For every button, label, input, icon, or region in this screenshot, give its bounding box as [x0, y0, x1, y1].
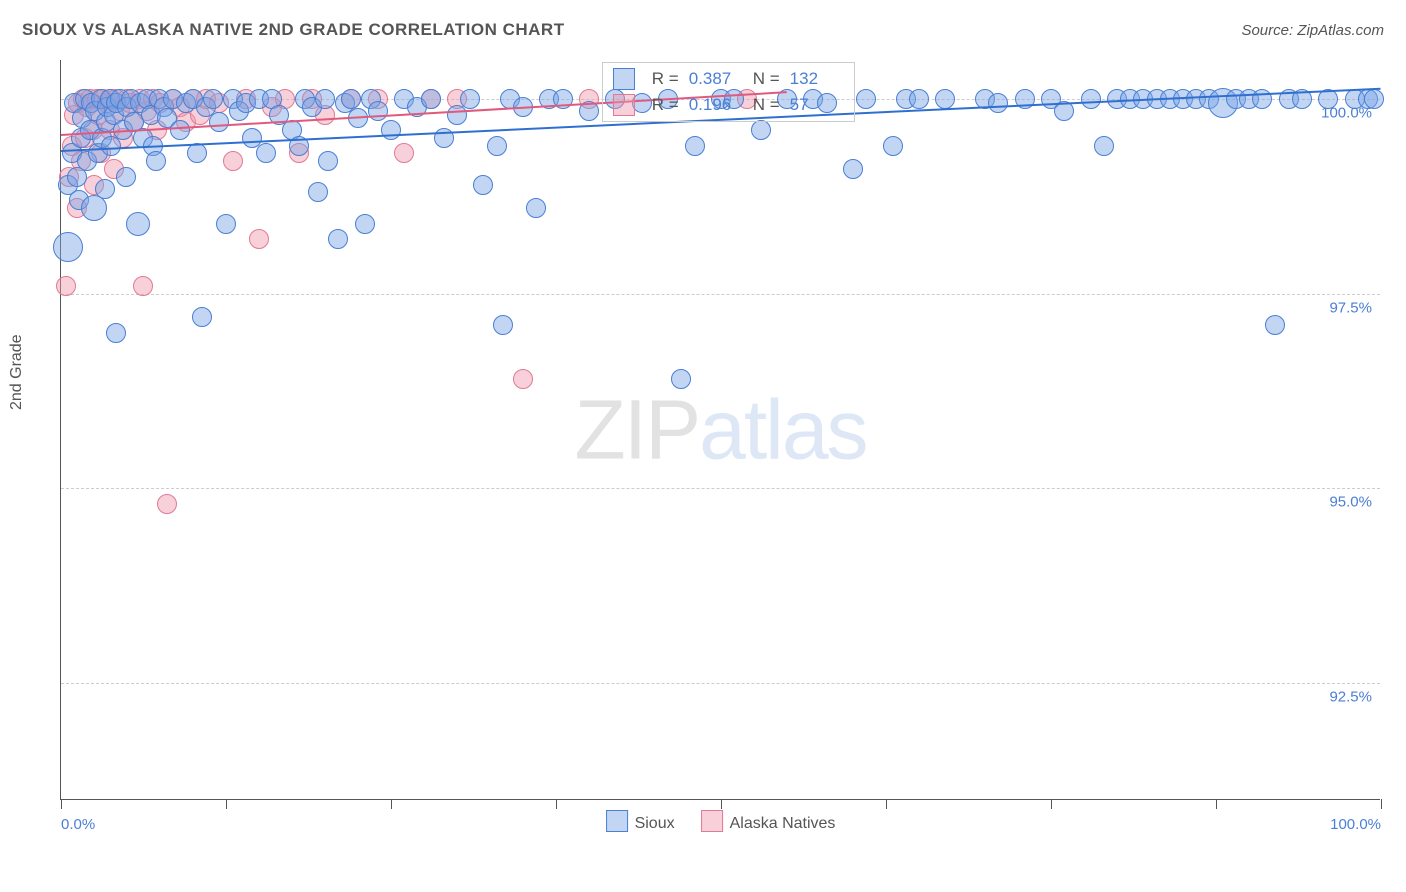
- scatter-point: [671, 369, 691, 389]
- plot-area: ZIPatlas 92.5%95.0%97.5%100.0%0.0%100.0%…: [60, 60, 1380, 800]
- gridline: [61, 683, 1380, 684]
- stats-row: R = 0.387 N = 132: [613, 66, 844, 92]
- xtick: [226, 799, 227, 809]
- watermark: ZIPatlas: [574, 381, 866, 478]
- scatter-point: [935, 89, 955, 109]
- scatter-point: [192, 307, 212, 327]
- scatter-point: [249, 229, 269, 249]
- scatter-point: [1081, 89, 1101, 109]
- scatter-point: [216, 214, 236, 234]
- scatter-point: [513, 369, 533, 389]
- scatter-point: [526, 198, 546, 218]
- stats-swatch: [613, 68, 635, 90]
- legend-swatch: [606, 810, 628, 832]
- scatter-point: [146, 151, 166, 171]
- stats-label: R =: [652, 69, 679, 89]
- scatter-point: [1094, 136, 1114, 156]
- scatter-point: [95, 179, 115, 199]
- scatter-point: [856, 89, 876, 109]
- legend-item: Sioux: [606, 810, 675, 833]
- stats-label: R =: [652, 95, 679, 115]
- scatter-point: [56, 276, 76, 296]
- legend-swatch: [701, 810, 723, 832]
- xtick: [391, 799, 392, 809]
- scatter-point: [328, 229, 348, 249]
- stats-value: 132: [790, 69, 844, 89]
- scatter-point: [447, 105, 467, 125]
- xtick: [1216, 799, 1217, 809]
- scatter-point: [318, 151, 338, 171]
- scatter-point: [473, 175, 493, 195]
- watermark-atlas: atlas: [699, 382, 866, 476]
- scatter-point: [170, 120, 190, 140]
- scatter-point: [460, 89, 480, 109]
- scatter-point: [493, 315, 513, 335]
- ytick-label: 95.0%: [1329, 494, 1372, 511]
- stats-label: N =: [753, 69, 780, 89]
- scatter-point: [187, 143, 207, 163]
- scatter-point: [988, 93, 1008, 113]
- gridline: [61, 294, 1380, 295]
- scatter-point: [223, 151, 243, 171]
- scatter-point: [106, 323, 126, 343]
- xtick: [1051, 799, 1052, 809]
- y-axis-label: 2nd Grade: [8, 334, 26, 410]
- scatter-point: [1364, 89, 1384, 109]
- ytick-label: 97.5%: [1329, 299, 1372, 316]
- stats-swatch: [613, 94, 635, 116]
- scatter-point: [133, 276, 153, 296]
- scatter-point: [909, 89, 929, 109]
- scatter-point: [487, 136, 507, 156]
- scatter-point: [116, 167, 136, 187]
- chart-title: SIOUX VS ALASKA NATIVE 2ND GRADE CORRELA…: [22, 20, 565, 40]
- scatter-point: [315, 89, 335, 109]
- scatter-point: [308, 182, 328, 202]
- stats-value: 0.387: [689, 69, 743, 89]
- scatter-point: [81, 195, 107, 221]
- scatter-point: [209, 112, 229, 132]
- legend-bottom: Sioux Alaska Natives: [606, 810, 836, 833]
- xtick-label: 0.0%: [61, 816, 95, 833]
- scatter-point: [341, 89, 361, 109]
- scatter-point: [843, 159, 863, 179]
- scatter-point: [394, 143, 414, 163]
- xtick: [556, 799, 557, 809]
- stats-box: R = 0.387 N = 132 R = 0.196 N = 57: [602, 62, 855, 122]
- scatter-point: [53, 232, 83, 262]
- xtick: [1381, 799, 1382, 809]
- xtick-label: 100.0%: [1330, 816, 1381, 833]
- scatter-point: [203, 89, 223, 109]
- xtick: [61, 799, 62, 809]
- watermark-zip: ZIP: [574, 382, 699, 476]
- ytick-label: 92.5%: [1329, 689, 1372, 706]
- legend-label: Sioux: [635, 815, 675, 832]
- scatter-point: [883, 136, 903, 156]
- scatter-point: [421, 89, 441, 109]
- scatter-point: [256, 143, 276, 163]
- scatter-point: [1265, 315, 1285, 335]
- stats-value: 57: [790, 95, 844, 115]
- scatter-point: [685, 136, 705, 156]
- legend-item: Alaska Natives: [701, 810, 836, 833]
- stats-value: 0.196: [689, 95, 743, 115]
- legend-label: Alaska Natives: [730, 815, 836, 832]
- scatter-point: [381, 120, 401, 140]
- source-credit: Source: ZipAtlas.com: [1241, 22, 1384, 39]
- xtick: [886, 799, 887, 809]
- gridline: [61, 488, 1380, 489]
- scatter-point: [355, 214, 375, 234]
- scatter-point: [157, 494, 177, 514]
- stats-row: R = 0.196 N = 57: [613, 92, 844, 118]
- stats-label: N =: [753, 95, 780, 115]
- xtick: [721, 799, 722, 809]
- scatter-point: [751, 120, 771, 140]
- scatter-point: [126, 212, 150, 236]
